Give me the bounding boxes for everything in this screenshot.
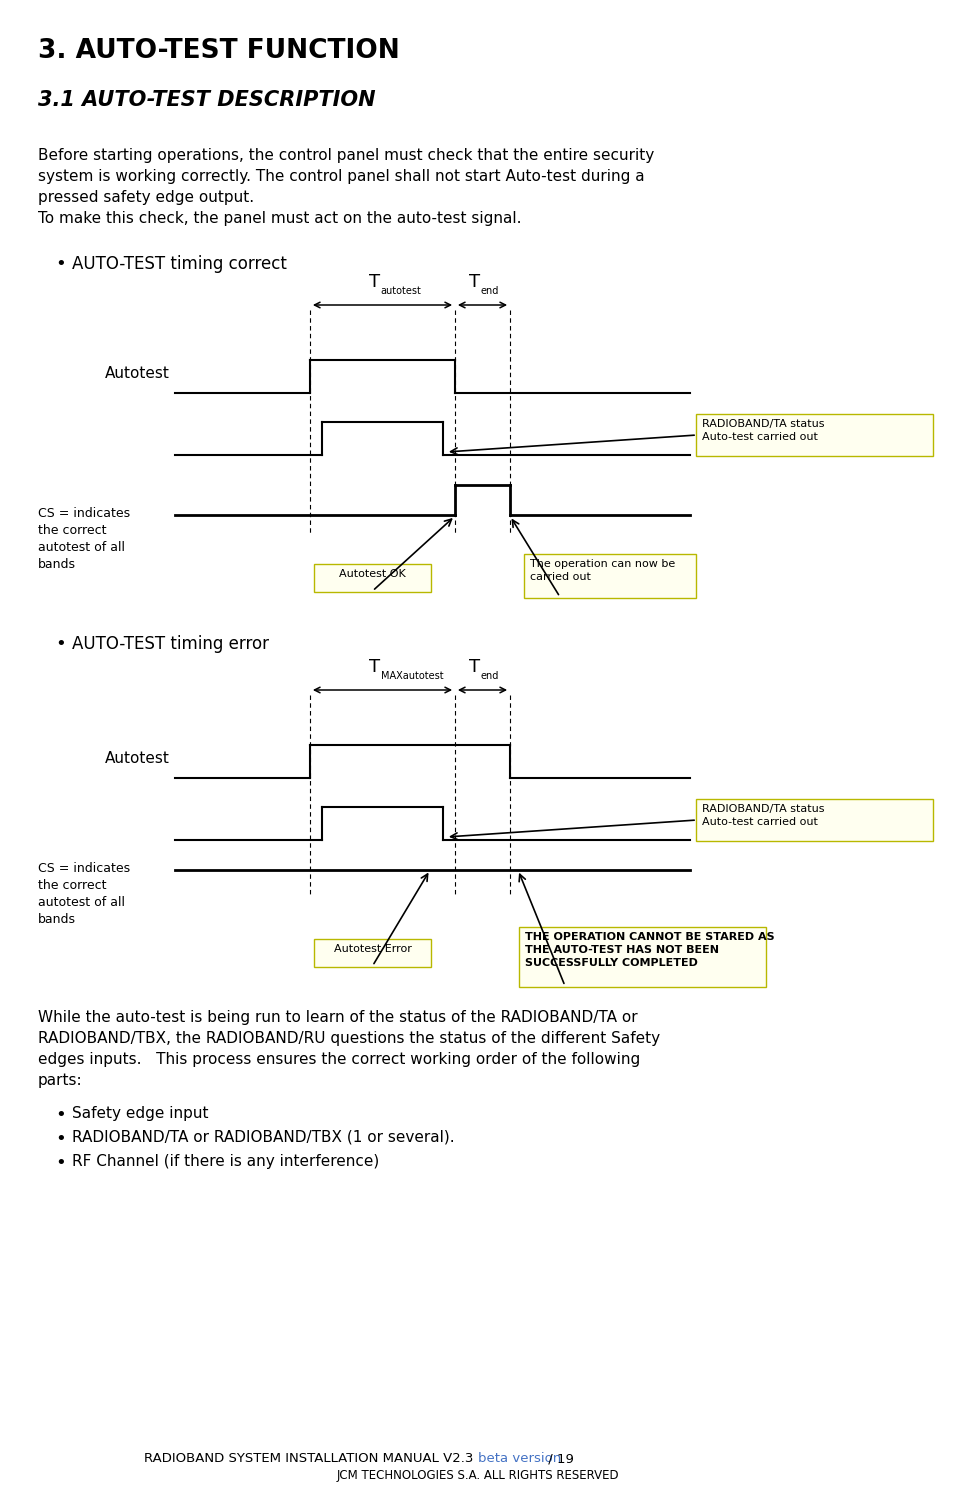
Text: T: T (469, 272, 480, 292)
FancyBboxPatch shape (696, 799, 933, 841)
Text: JCM TECHNOLOGIES S.A. ALL RIGHTS RESERVED: JCM TECHNOLOGIES S.A. ALL RIGHTS RESERVE… (337, 1469, 619, 1483)
Text: To make this check, the panel must act on the auto-test signal.: To make this check, the panel must act o… (38, 211, 522, 226)
Text: edges inputs.   This process ensures the correct working order of the following: edges inputs. This process ensures the c… (38, 1052, 640, 1067)
FancyBboxPatch shape (314, 564, 431, 592)
Text: Autotest: Autotest (105, 751, 170, 766)
FancyBboxPatch shape (314, 939, 431, 966)
Text: parts:: parts: (38, 1073, 82, 1088)
Text: Autotest: Autotest (105, 367, 170, 381)
Text: pressed safety edge output.: pressed safety edge output. (38, 190, 255, 205)
Text: THE OPERATION CANNOT BE STARED AS
THE AUTO-TEST HAS NOT BEEN
SUCCESSFULLY COMPLE: THE OPERATION CANNOT BE STARED AS THE AU… (525, 932, 774, 968)
Text: RADIOBAND/TBX, the RADIOBAND/RU questions the status of the different Safety: RADIOBAND/TBX, the RADIOBAND/RU question… (38, 1031, 660, 1046)
Text: T: T (369, 272, 381, 292)
Text: CS = indicates
the correct
autotest of all
bands: CS = indicates the correct autotest of a… (38, 862, 130, 926)
Text: end: end (480, 286, 499, 296)
Text: Safety edge input: Safety edge input (72, 1106, 209, 1121)
Text: Before starting operations, the control panel must check that the entire securit: Before starting operations, the control … (38, 148, 655, 163)
Text: •: • (55, 1153, 66, 1171)
Text: RADIOBAND/TA or RADIOBAND/TBX (1 or several).: RADIOBAND/TA or RADIOBAND/TBX (1 or seve… (72, 1129, 455, 1144)
Text: •: • (55, 1106, 66, 1123)
Text: T: T (469, 658, 480, 676)
Text: end: end (480, 672, 499, 681)
Text: RADIOBAND/TA status
Auto-test carried out: RADIOBAND/TA status Auto-test carried ou… (702, 803, 825, 827)
Text: RF Channel (if there is any interference): RF Channel (if there is any interference… (72, 1153, 379, 1168)
FancyBboxPatch shape (519, 928, 766, 987)
Text: beta version: beta version (478, 1453, 561, 1465)
Text: autotest: autotest (381, 286, 421, 296)
FancyBboxPatch shape (524, 554, 696, 598)
Text: •: • (55, 1129, 66, 1147)
Text: AUTO-TEST timing error: AUTO-TEST timing error (72, 634, 269, 652)
Text: T: T (369, 658, 381, 676)
Text: 3. AUTO-TEST FUNCTION: 3. AUTO-TEST FUNCTION (38, 37, 400, 64)
Text: MAXautotest: MAXautotest (381, 672, 443, 681)
Text: RADIOBAND/TA status
Auto-test carried out: RADIOBAND/TA status Auto-test carried ou… (702, 419, 825, 443)
Text: The operation can now be
carried out: The operation can now be carried out (530, 560, 676, 582)
Text: Autotest OK: Autotest OK (339, 568, 406, 579)
Text: system is working correctly. The control panel shall not start Auto-test during : system is working correctly. The control… (38, 169, 645, 184)
Text: 3.1 AUTO-TEST DESCRIPTION: 3.1 AUTO-TEST DESCRIPTION (38, 90, 376, 111)
Text: AUTO-TEST timing correct: AUTO-TEST timing correct (72, 254, 287, 272)
Text: While the auto-test is being run to learn of the status of the RADIOBAND/TA or: While the auto-test is being run to lear… (38, 1010, 637, 1025)
Text: CS = indicates
the correct
autotest of all
bands: CS = indicates the correct autotest of a… (38, 507, 130, 571)
Text: •: • (55, 634, 66, 652)
Text: •: • (55, 254, 66, 272)
FancyBboxPatch shape (696, 414, 933, 456)
Text: Autotest Error: Autotest Error (334, 944, 412, 954)
Text: RADIOBAND SYSTEM INSTALLATION MANUAL V2.3: RADIOBAND SYSTEM INSTALLATION MANUAL V2.… (145, 1453, 478, 1465)
Text: / 19: / 19 (544, 1453, 574, 1465)
